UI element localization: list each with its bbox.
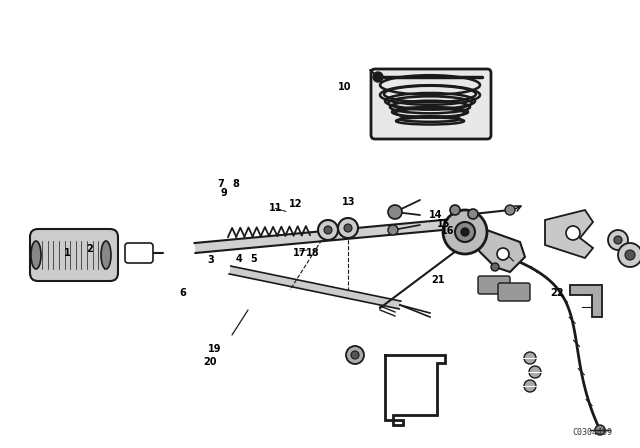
Text: 17: 17 — [292, 248, 307, 258]
Circle shape — [595, 425, 605, 435]
FancyBboxPatch shape — [30, 229, 118, 281]
Text: 10: 10 — [337, 82, 351, 92]
Circle shape — [524, 380, 536, 392]
Polygon shape — [570, 285, 602, 317]
Circle shape — [566, 226, 580, 240]
Circle shape — [618, 243, 640, 267]
Text: 11: 11 — [268, 203, 282, 213]
Text: 20: 20 — [203, 357, 217, 367]
Circle shape — [505, 205, 515, 215]
Text: 21: 21 — [431, 275, 445, 285]
Circle shape — [455, 222, 475, 242]
Circle shape — [625, 250, 635, 260]
Text: 19: 19 — [207, 345, 221, 354]
Text: 15: 15 — [436, 219, 451, 229]
Circle shape — [338, 218, 358, 238]
Polygon shape — [470, 224, 525, 272]
FancyBboxPatch shape — [370, 68, 490, 138]
Circle shape — [373, 72, 383, 82]
Circle shape — [351, 351, 359, 359]
Circle shape — [491, 263, 499, 271]
Text: 22: 22 — [550, 289, 564, 298]
Polygon shape — [229, 266, 401, 309]
Text: 6: 6 — [179, 289, 186, 298]
Circle shape — [388, 205, 402, 219]
Circle shape — [461, 228, 469, 236]
Text: 2: 2 — [86, 244, 93, 254]
Text: 18: 18 — [305, 248, 319, 258]
Circle shape — [608, 230, 628, 250]
Text: 14: 14 — [428, 210, 442, 220]
Circle shape — [388, 225, 398, 235]
Circle shape — [450, 205, 460, 215]
Polygon shape — [195, 217, 476, 253]
FancyBboxPatch shape — [125, 243, 153, 263]
Circle shape — [324, 226, 332, 234]
Text: 12: 12 — [289, 199, 303, 209]
Circle shape — [524, 352, 536, 364]
Text: 16: 16 — [441, 226, 455, 236]
Circle shape — [468, 209, 478, 219]
Ellipse shape — [101, 241, 111, 269]
FancyBboxPatch shape — [478, 276, 510, 294]
Text: 9: 9 — [221, 188, 227, 198]
FancyBboxPatch shape — [498, 283, 530, 301]
Text: 8: 8 — [232, 179, 239, 189]
Circle shape — [497, 248, 509, 260]
Circle shape — [318, 220, 338, 240]
Text: 1: 1 — [64, 248, 70, 258]
Text: 3: 3 — [208, 255, 214, 265]
Text: 7: 7 — [218, 179, 224, 189]
Text: 4: 4 — [236, 254, 242, 264]
Circle shape — [346, 346, 364, 364]
Text: 13: 13 — [342, 198, 356, 207]
Circle shape — [344, 224, 352, 232]
Circle shape — [529, 366, 541, 378]
Ellipse shape — [31, 241, 41, 269]
Circle shape — [614, 236, 622, 244]
Text: C0304499: C0304499 — [572, 427, 612, 436]
Circle shape — [443, 210, 487, 254]
Text: 5: 5 — [251, 254, 257, 264]
Polygon shape — [545, 210, 593, 258]
